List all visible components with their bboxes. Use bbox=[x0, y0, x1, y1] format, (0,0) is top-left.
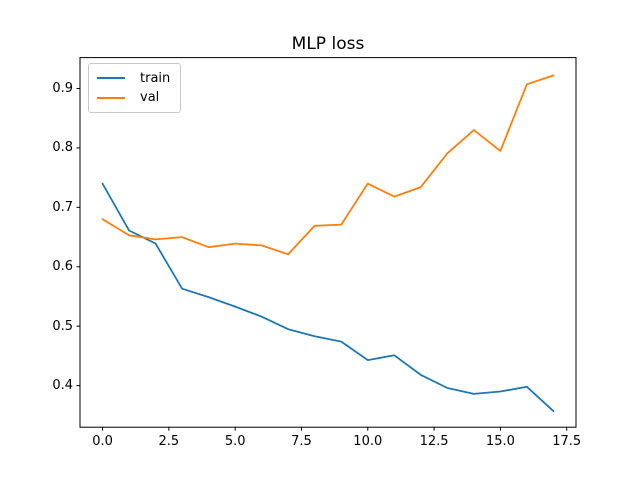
x-tick-label: 12.5 bbox=[419, 433, 449, 449]
x-tick-label: 10.0 bbox=[353, 433, 383, 449]
y-tick-label: 0.6 bbox=[52, 259, 73, 275]
x-tick-label: 7.5 bbox=[291, 433, 312, 449]
legend-label-train: train bbox=[140, 70, 171, 86]
val-line-swatch-icon bbox=[97, 96, 125, 99]
x-tick-label: 5.0 bbox=[224, 433, 246, 449]
val-line bbox=[101, 74, 555, 256]
train-line bbox=[101, 182, 555, 413]
train-line-swatch-icon bbox=[97, 77, 125, 80]
x-tick-label: 2.5 bbox=[158, 433, 180, 449]
chart-title: MLP loss bbox=[291, 34, 365, 54]
x-tick-label: 15.0 bbox=[485, 433, 515, 449]
legend-label-val: val bbox=[140, 90, 160, 106]
y-tick-label: 0.5 bbox=[52, 318, 73, 334]
legend: train val bbox=[88, 63, 181, 113]
legend-item-train: train bbox=[97, 71, 180, 86]
y-tick-label: 0.8 bbox=[52, 140, 73, 156]
legend-item-val: val bbox=[97, 90, 180, 105]
y-tick-label: 0.4 bbox=[52, 378, 73, 394]
axes-spines bbox=[79, 57, 577, 428]
y-tick-label: 0.7 bbox=[52, 199, 73, 215]
y-tick-label: 0.9 bbox=[52, 80, 73, 96]
x-tick-label: 0.0 bbox=[92, 433, 113, 449]
x-tick-label: 17.5 bbox=[552, 433, 582, 449]
